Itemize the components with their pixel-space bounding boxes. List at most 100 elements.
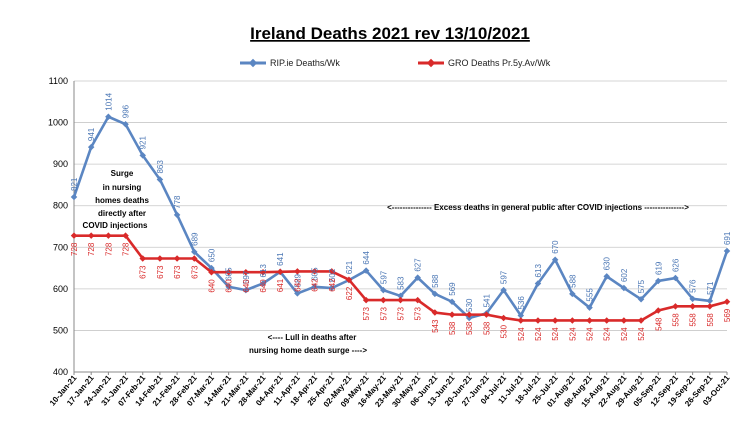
point-1 bbox=[139, 255, 146, 262]
point-0 bbox=[122, 120, 129, 128]
data-label-1: 640 bbox=[225, 279, 234, 293]
point-0 bbox=[139, 152, 146, 159]
data-label-0: 589 bbox=[293, 274, 302, 288]
data-label-1: 548 bbox=[654, 317, 663, 331]
data-label-0: 602 bbox=[620, 268, 629, 282]
data-label-1: 538 bbox=[448, 321, 457, 335]
data-label-1: 673 bbox=[173, 265, 182, 279]
point-0 bbox=[723, 247, 731, 255]
legend-marker-rip bbox=[248, 58, 258, 68]
point-0 bbox=[259, 280, 267, 287]
point-0 bbox=[397, 292, 404, 300]
data-label-0: 644 bbox=[362, 251, 371, 265]
point-0 bbox=[225, 283, 232, 291]
lull-annotation-line-2: nursing home death surge ----> bbox=[249, 346, 367, 355]
data-label-0: 630 bbox=[603, 256, 612, 270]
data-label-0: 536 bbox=[517, 296, 526, 310]
point-1 bbox=[586, 317, 593, 324]
data-label-0: 1014 bbox=[104, 92, 113, 110]
surge-annotation-line-3: homes deaths bbox=[95, 196, 149, 205]
data-label-1: 640 bbox=[242, 279, 251, 293]
point-1 bbox=[689, 303, 696, 310]
data-label-1: 558 bbox=[671, 313, 680, 327]
point-1 bbox=[465, 311, 473, 318]
data-label-1: 524 bbox=[603, 327, 612, 341]
data-label-1: 642 bbox=[328, 278, 337, 292]
data-label-1: 558 bbox=[689, 313, 698, 327]
data-label-1: 538 bbox=[482, 321, 491, 335]
data-label-1: 530 bbox=[500, 324, 509, 338]
legend: RIP.ie Deaths/Wk GRO Deaths Pr.5y.Av/Wk bbox=[240, 58, 551, 68]
point-1 bbox=[569, 317, 576, 324]
data-label-1: 673 bbox=[190, 265, 199, 279]
data-label-0: 576 bbox=[689, 279, 698, 293]
y-tick-label: 900 bbox=[53, 159, 68, 169]
data-label-1: 543 bbox=[431, 319, 440, 333]
data-label-1: 569 bbox=[723, 308, 732, 322]
point-1 bbox=[603, 317, 610, 324]
data-label-0: 691 bbox=[723, 231, 732, 245]
point-0 bbox=[328, 284, 336, 292]
point-1 bbox=[534, 317, 542, 324]
data-label-0: 670 bbox=[551, 240, 560, 254]
point-1 bbox=[276, 268, 284, 276]
data-label-1: 573 bbox=[414, 307, 423, 321]
data-label-0: 597 bbox=[379, 270, 388, 284]
point-0 bbox=[431, 290, 439, 298]
point-1 bbox=[672, 303, 679, 310]
point-1 bbox=[345, 276, 353, 283]
point-1 bbox=[105, 232, 112, 239]
point-0 bbox=[603, 273, 610, 280]
chart-title: Ireland Deaths 2021 rev 13/10/2021 bbox=[250, 24, 530, 43]
data-label-1: 524 bbox=[534, 327, 543, 341]
data-label-0: 571 bbox=[706, 281, 715, 295]
data-label-0: 597 bbox=[500, 270, 509, 284]
point-1 bbox=[311, 268, 318, 275]
data-label-1: 641 bbox=[276, 278, 285, 292]
point-1 bbox=[723, 298, 731, 305]
point-0 bbox=[70, 193, 78, 201]
point-1 bbox=[620, 317, 628, 324]
data-label-0: 821 bbox=[70, 177, 79, 191]
point-0 bbox=[242, 286, 250, 294]
data-label-1: 573 bbox=[379, 307, 388, 321]
point-1 bbox=[191, 255, 198, 262]
point-1 bbox=[122, 232, 129, 239]
y-tick-label: 700 bbox=[53, 242, 68, 252]
point-1 bbox=[208, 268, 215, 276]
data-label-1: 673 bbox=[139, 265, 148, 279]
point-1 bbox=[431, 309, 439, 316]
point-1 bbox=[87, 232, 95, 239]
data-label-1: 728 bbox=[87, 242, 96, 256]
point-0 bbox=[637, 295, 645, 303]
data-label-0: 588 bbox=[431, 274, 440, 288]
data-label-0: 641 bbox=[276, 252, 285, 266]
point-0 bbox=[586, 304, 593, 311]
data-label-1: 524 bbox=[620, 327, 629, 341]
point-0 bbox=[380, 286, 387, 294]
data-label-0: 605 bbox=[311, 267, 320, 281]
point-1 bbox=[517, 317, 525, 324]
data-label-0: 588 bbox=[568, 274, 577, 288]
excess-annotation: <--------------- Excess deaths in genera… bbox=[387, 203, 689, 212]
surge-annotation-line-5: COVID injections bbox=[83, 221, 148, 230]
point-1 bbox=[380, 296, 387, 304]
data-label-0: 541 bbox=[482, 293, 491, 307]
point-0 bbox=[156, 176, 164, 183]
point-1 bbox=[655, 307, 662, 314]
data-label-1: 640 bbox=[207, 279, 216, 293]
data-label-0: 583 bbox=[397, 276, 406, 290]
data-label-1: 524 bbox=[637, 327, 646, 341]
surge-annotation-line-2: in nursing bbox=[103, 183, 142, 192]
data-label-1: 524 bbox=[586, 327, 595, 341]
data-label-0: 597 bbox=[242, 270, 251, 284]
data-label-1: 728 bbox=[104, 242, 113, 256]
point-1 bbox=[706, 303, 714, 310]
data-label-1: 538 bbox=[465, 321, 474, 335]
annotations: Surge in nursing homes deaths directly a… bbox=[83, 169, 690, 355]
data-label-1: 642 bbox=[311, 278, 320, 292]
point-0 bbox=[689, 295, 696, 303]
point-1 bbox=[551, 317, 559, 324]
legend-marker-gro bbox=[426, 58, 436, 68]
